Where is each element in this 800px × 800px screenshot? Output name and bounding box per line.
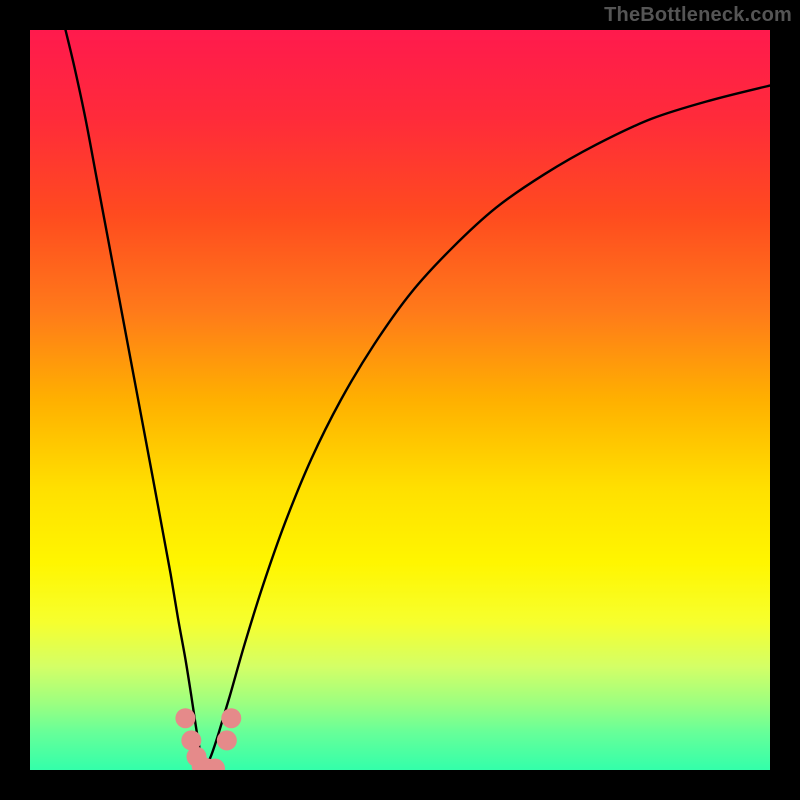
marker-dot <box>221 708 241 728</box>
chart-frame: TheBottleneck.com <box>0 0 800 800</box>
watermark-text: TheBottleneck.com <box>604 4 792 27</box>
chart-plot-area <box>30 30 770 770</box>
marker-dot <box>217 730 237 750</box>
chart-svg <box>30 30 770 770</box>
marker-dot <box>175 708 195 728</box>
gradient-background <box>30 30 770 770</box>
